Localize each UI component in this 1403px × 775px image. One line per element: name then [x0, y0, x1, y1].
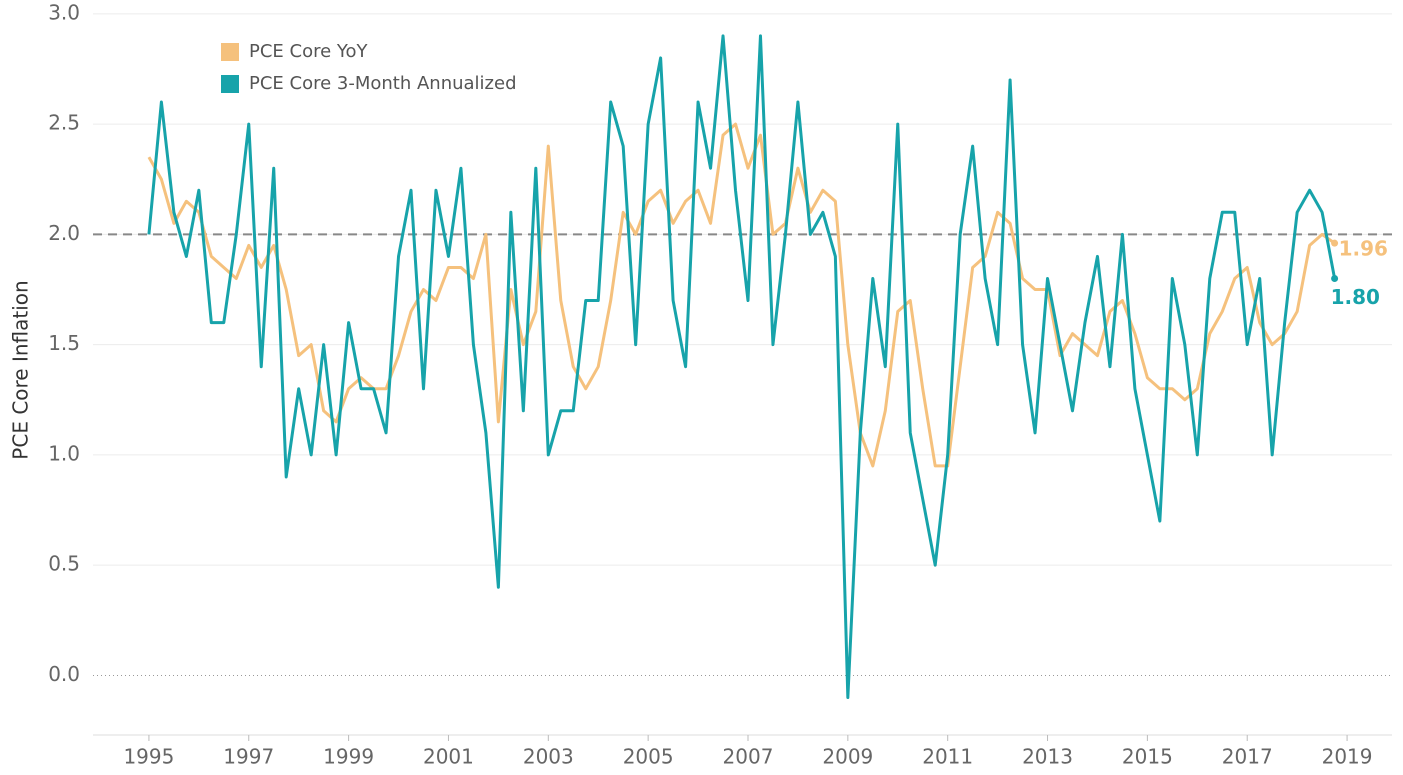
x-tick-label: 2003	[523, 745, 574, 769]
y-tick-label: 1.5	[48, 331, 80, 355]
x-tick-label: 2013	[1022, 745, 1073, 769]
end-label: 1.80	[1331, 285, 1380, 309]
x-tick-label: 2001	[423, 745, 474, 769]
x-tick-label: 2005	[623, 745, 674, 769]
x-tick-label: 2007	[723, 745, 774, 769]
legend-label: PCE Core 3-Month Annualized	[249, 73, 517, 94]
legend-swatch	[221, 43, 239, 61]
x-tick-label: 2009	[822, 745, 873, 769]
end-point	[1331, 239, 1339, 247]
x-tick-label: 2015	[1122, 745, 1173, 769]
y-tick-label: 0.5	[48, 552, 80, 576]
end-label: 1.96	[1339, 237, 1388, 261]
y-tick-label: 3.0	[48, 0, 80, 24]
end-point	[1331, 274, 1339, 282]
x-tick-label: 1995	[123, 745, 174, 769]
x-tick-label: 1997	[223, 745, 274, 769]
y-tick-label: 1.0	[48, 441, 80, 465]
x-tick-label: 2017	[1222, 745, 1273, 769]
y-tick-label: 0.0	[48, 662, 80, 686]
y-axis-label: PCE Core Inflation	[9, 280, 33, 459]
legend-swatch	[221, 75, 239, 93]
x-tick-label: 2011	[922, 745, 973, 769]
x-tick-label: 1999	[323, 745, 374, 769]
y-tick-label: 2.5	[48, 111, 80, 135]
series-line	[147, 34, 1337, 700]
series-line	[147, 122, 1336, 468]
legend-label: PCE Core YoY	[249, 41, 369, 62]
x-tick-label: 2019	[1322, 745, 1373, 769]
y-tick-label: 2.0	[48, 221, 80, 245]
